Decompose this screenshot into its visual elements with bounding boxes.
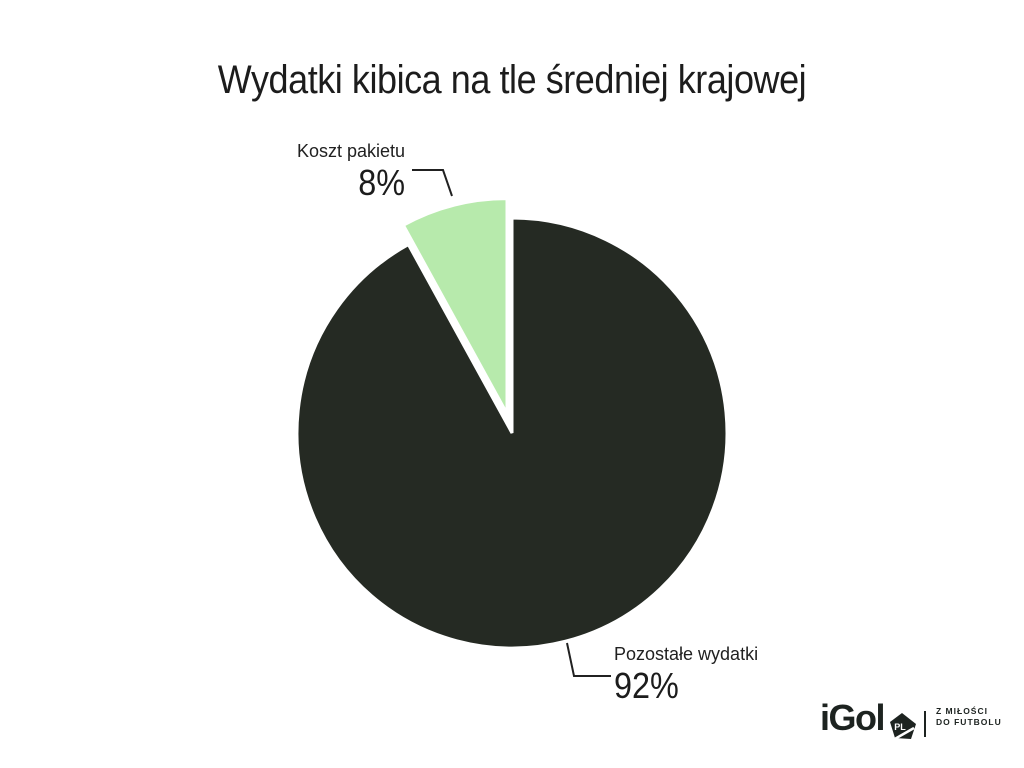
leader-line-koszt-pakietu (412, 169, 453, 197)
slice-value-koszt-pakietu: 8% (358, 162, 405, 203)
pentagon-slash (892, 726, 915, 741)
pie-slices-group (295, 197, 729, 650)
igol-wordmark: iGol (820, 697, 886, 738)
slice-label-pozostale-wydatki: Pozostałe wydatki (614, 644, 759, 664)
pentagon-shape (890, 713, 916, 739)
logo-tagline: Z MIŁOŚCI DO FUTBOLU (936, 706, 1002, 728)
callout-koszt-pakietu: Koszt pakietu 8% (297, 141, 405, 202)
tagline-line-2: DO FUTBOLU (936, 717, 1002, 727)
tagline-line-1: Z MIŁOŚCI (936, 706, 988, 716)
badge-text: PL (894, 722, 906, 732)
pie-slice-pozosta-e-wydatki (295, 216, 729, 650)
leader-line-pozostale-wydatki (566, 642, 611, 677)
slice-value-pozostale-wydatki: 92% (614, 665, 679, 706)
pie-slice-koszt-pakietu (401, 197, 509, 415)
igol-pentagon-badge-icon: PL (890, 713, 916, 741)
callout-pozostale-wydatki: Pozostałe wydatki 92% (614, 644, 758, 705)
logo-divider (924, 711, 926, 737)
chart-title: Wydatki kibica na tle średniej krajowej (217, 58, 807, 102)
slice-label-koszt-pakietu: Koszt pakietu (296, 141, 405, 161)
